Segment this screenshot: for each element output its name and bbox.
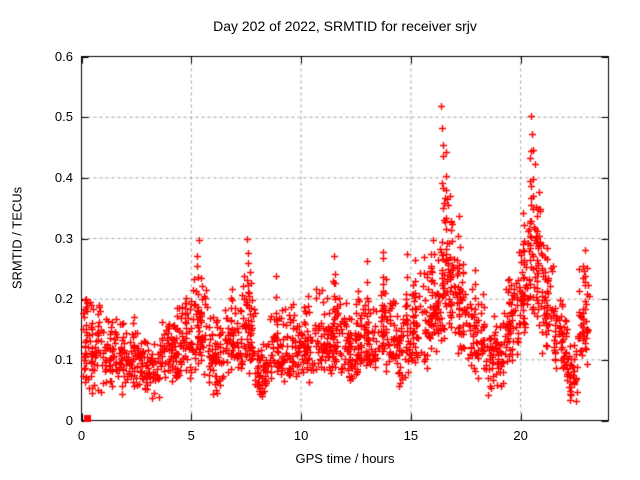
x-tick-label: 5 xyxy=(187,428,195,443)
chart-title: Day 202 of 2022, SRMTID for receiver srj… xyxy=(213,18,477,34)
y-tick-label: 0.5 xyxy=(54,109,73,125)
y-tick-label: 0.3 xyxy=(54,230,73,246)
y-tick-label: 0.6 xyxy=(54,48,73,64)
x-tick-label: 20 xyxy=(513,428,528,443)
y-tick-label: 0 xyxy=(65,412,73,428)
x-axis-label: GPS time / hours xyxy=(295,451,395,466)
x-tick-label: 10 xyxy=(293,428,309,443)
x-tick-label: 0 xyxy=(77,428,86,443)
y-tick-label: 0.2 xyxy=(54,291,73,307)
x-tick-label: 15 xyxy=(403,428,419,443)
y-tick-label: 0.4 xyxy=(54,169,73,185)
y-tick-label: 0.1 xyxy=(54,351,73,367)
